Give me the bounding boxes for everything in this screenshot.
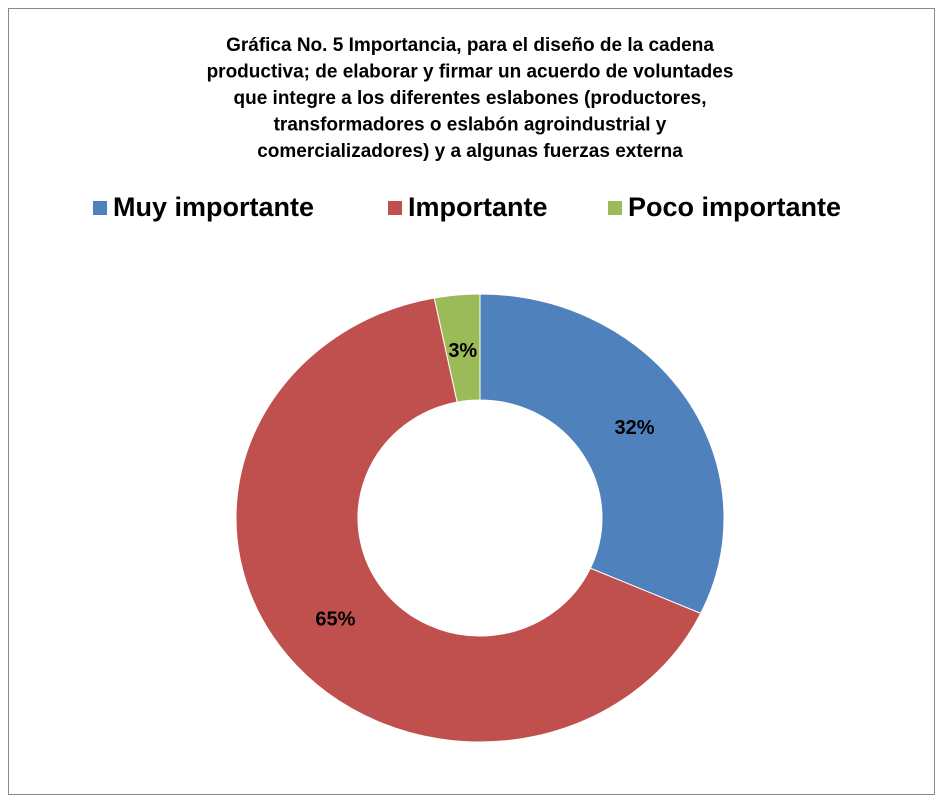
legend-label: Muy importante (113, 192, 314, 222)
data-label: 3% (448, 340, 477, 362)
chart-title: comercializadores) y a algunas fuerzas e… (257, 141, 683, 162)
donut-slice (235, 297, 702, 743)
data-label: 65% (315, 609, 355, 631)
legend-swatch (388, 201, 402, 215)
data-label: 32% (614, 417, 654, 439)
legend-swatch (93, 201, 107, 215)
legend-swatch (608, 201, 622, 215)
chart-title: transformadores o eslabón agroindustrial… (274, 115, 667, 136)
chart-title: productiva; de elaborar y firmar un acue… (207, 62, 734, 83)
legend-label: Poco importante (628, 192, 841, 222)
donut-slice (479, 293, 725, 615)
chart-title: que integre a los diferentes eslabones (… (233, 88, 706, 109)
legend-label: Importante (408, 192, 548, 222)
donut-slice (433, 293, 481, 403)
chart-title: Gráfica No. 5 Importancia, para el diseñ… (226, 35, 714, 56)
